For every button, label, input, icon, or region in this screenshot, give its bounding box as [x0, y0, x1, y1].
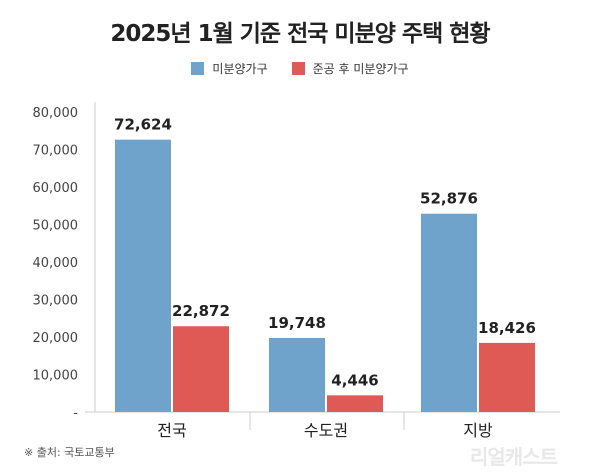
data-label: 18,426 [478, 319, 536, 337]
y-tick-label: 30,000 [33, 294, 79, 309]
legend-item-unsold: 미분양가구 [191, 60, 268, 77]
bar-completed-unsold [479, 342, 535, 412]
y-tick-label: - [73, 406, 78, 421]
legend-label: 준공 후 미분양가구 [312, 62, 409, 76]
y-tick-label: 40,000 [33, 256, 79, 271]
legend: 미분양가구 준공 후 미분양가구 [0, 60, 600, 77]
bar-unsold [421, 213, 477, 412]
legend-item-completed-unsold: 준공 후 미분양가구 [291, 60, 409, 77]
y-tick-label: 70,000 [33, 144, 79, 159]
y-tick-label: 60,000 [33, 181, 79, 196]
y-tick-label: 50,000 [33, 219, 79, 234]
data-label: 19,748 [268, 314, 326, 332]
legend-swatch-red [291, 62, 305, 75]
legend-label: 미분양가구 [212, 62, 268, 76]
bar-completed-unsold [173, 326, 229, 412]
x-tick-label: 수도권 [304, 421, 348, 440]
data-label: 22,872 [172, 302, 230, 320]
bar-unsold [269, 337, 325, 412]
chart-title: 2025년 1월 기준 전국 미분양 주택 현황 [110, 21, 490, 47]
watermark-logo: 리얼캐스트 [470, 445, 558, 469]
bar-unsold [115, 139, 171, 412]
data-label: 4,446 [331, 371, 378, 389]
x-tick-label: 지방 [463, 421, 493, 440]
y-tick-label: 10,000 [33, 369, 79, 384]
bar-completed-unsold [327, 395, 383, 412]
data-label: 72,624 [114, 116, 172, 134]
legend-swatch-blue [191, 62, 205, 75]
x-tick-label: 전국 [157, 421, 186, 440]
y-tick-label: 80,000 [33, 106, 79, 121]
source-note: ※ 출처: 국토교통부 [24, 446, 115, 459]
data-label: 52,876 [420, 190, 478, 208]
y-tick-label: 20,000 [33, 331, 79, 346]
